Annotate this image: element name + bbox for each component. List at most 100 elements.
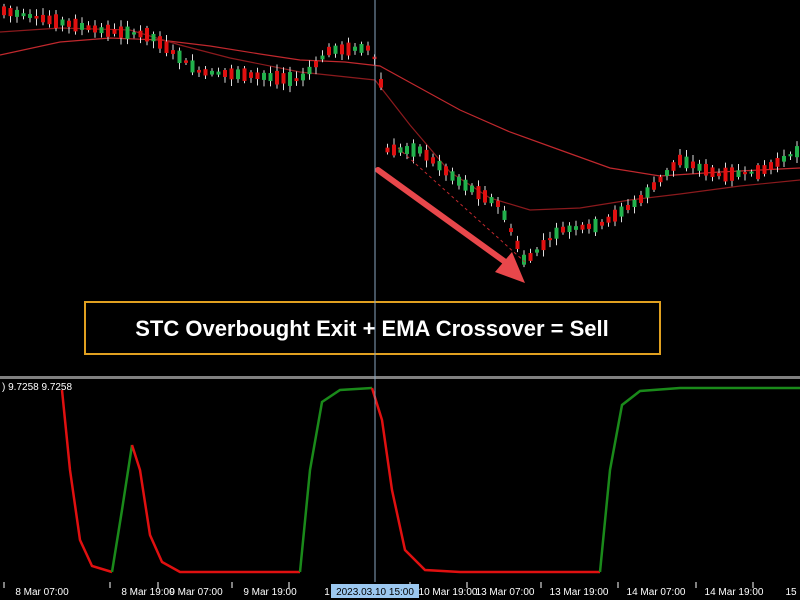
candle-body [743,172,747,175]
candle-body [574,226,578,230]
candle-body [73,18,78,32]
stc-line-down [60,389,113,574]
candle-body [125,26,130,39]
candle-body [626,204,630,211]
candle-body [593,218,598,233]
stc-line-down [130,444,300,574]
candle-body [353,46,357,51]
candle-body [210,70,214,75]
candle-body [34,15,39,19]
x-tick-label: 13 Mar 19:00 [550,587,609,598]
candle-body [281,73,286,84]
candle-body [320,55,325,60]
candle-body [483,190,487,203]
candle-body [54,14,58,29]
candle-body [515,240,520,250]
candle-body [444,166,448,176]
candle-body [366,45,370,51]
candle-body [782,155,786,162]
candle-body [197,69,201,73]
candle-body [535,249,539,253]
candle-body [138,30,143,38]
x-tick-label: 15 [785,587,797,598]
candle-body [119,26,123,38]
candle-body [717,173,721,177]
candle-body [671,162,676,171]
candle-body [528,253,533,261]
candle-body [190,60,195,73]
candle-body [359,44,364,53]
candle-body [710,167,715,177]
stc-line-up [598,386,800,573]
x-tick-label: 1 [324,587,330,598]
candle-body [392,144,396,156]
x-tick-label: 14 Mar 07:00 [627,587,686,598]
candle-body [47,15,52,25]
callout-text: STC Overbought Exit + EMA Crossover = Se… [135,316,609,341]
candle-body [385,147,390,153]
candle-body [424,149,429,161]
candle-body [80,22,84,30]
candle-body [704,163,708,176]
sell-arrow-head [495,252,525,283]
candle-body [151,33,156,42]
candle-body [86,25,91,31]
candle-body [554,227,559,239]
candle-body [749,171,754,174]
candle-body [639,195,643,203]
candle-body [333,45,338,54]
candle-body [229,68,234,80]
indicator-label: ) 9.7258 9.7258 [2,382,72,393]
candles [2,3,799,268]
x-tick-label: 13 Mar 07:00 [476,587,535,598]
candle-body [457,176,461,186]
candle-body [327,46,331,56]
panel-separator [0,376,800,379]
candle-body [28,14,32,18]
candle-body [548,238,552,241]
candle-body [21,13,26,17]
candle-body [775,157,780,167]
candle-body [450,171,455,181]
candle-body [112,29,117,34]
candle-body [691,161,695,169]
candle-body [567,225,572,233]
candle-body [379,79,383,88]
candle-body [2,6,6,16]
candle-body [645,187,650,198]
candle-body [268,73,273,82]
candle-body [41,14,45,23]
candle-body [184,60,188,63]
candle-body [723,167,728,182]
candle-body [795,146,799,158]
candle-body [762,165,767,174]
candle-body [203,69,208,76]
candle-body [236,69,240,80]
candle-body [242,68,247,81]
candle-body [177,50,182,64]
candle-body [216,71,221,75]
candle-body [470,185,474,193]
candle-body [684,156,689,169]
candle-body [658,176,663,183]
candle-body [99,27,104,34]
candle-body [587,223,591,229]
candle-body [398,147,403,153]
candle-body [314,60,318,68]
x-tick-label: 9 Mar 07:00 [169,587,223,598]
candle-body [437,160,442,171]
candle-body [509,228,513,233]
candle-body [223,70,227,77]
candle-body [600,221,604,226]
candle-body [665,170,669,176]
candle-body [307,66,312,75]
stc-line-up [298,386,373,573]
candle-body [541,240,546,251]
candle-body [632,199,637,208]
candle-body [164,41,169,53]
x-tick-label: 10 Mar 19:00 [419,587,478,598]
candle-body [431,157,435,164]
candle-body [249,72,253,78]
